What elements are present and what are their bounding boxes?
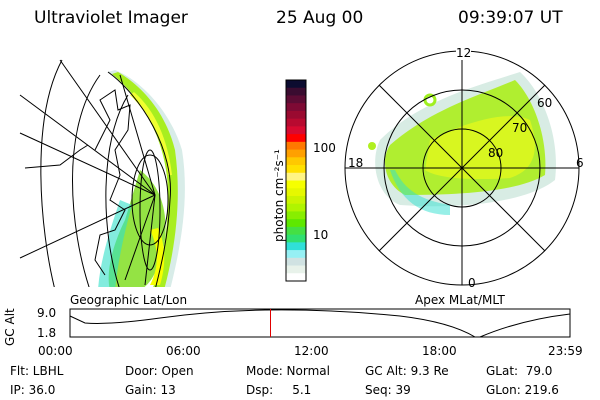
colorbar-segment	[286, 87, 306, 96]
status-filter: Flt: LBHL	[10, 364, 64, 378]
left-panel-label: Geographic Lat/Lon	[70, 293, 188, 307]
timeline-xtick: 12:00	[294, 344, 329, 358]
date-label: 25 Aug 00	[276, 8, 364, 28]
timeline-xtick: 06:00	[166, 344, 201, 358]
colorbar-tick-10: 10	[313, 228, 329, 242]
mlt-label-6: 6	[576, 156, 584, 170]
mlat-label-70: 70	[512, 121, 528, 135]
mlt-label-0: 0	[468, 276, 476, 290]
altitude-timeline	[69, 308, 571, 338]
status-gain: Gain: 13	[125, 383, 176, 397]
mlat-label-60: 60	[537, 96, 553, 110]
colorbar-unit-label: photon cm⁻²s⁻¹	[272, 149, 286, 242]
instrument-title: Ultraviolet Imager	[34, 8, 188, 28]
mlt-label-12: 12	[456, 46, 472, 60]
colorbar	[286, 80, 306, 282]
status-door: Door: Open	[125, 364, 194, 378]
colorbar-segment	[286, 103, 306, 112]
colorbar-segment	[286, 172, 306, 181]
colorbar-segment	[286, 134, 306, 143]
colorbar-segment	[286, 180, 306, 189]
colorbar-segment	[286, 165, 306, 174]
status-dsp: Dsp: 5.1	[246, 383, 312, 397]
colorbar-segment	[286, 141, 306, 151]
colorbar-segment	[286, 126, 306, 135]
timeline-xtick: 18:00	[422, 344, 457, 358]
timeline-xtick: 00:00	[38, 344, 73, 358]
status-glat: GLat: 79.0	[486, 364, 553, 378]
colorbar-segment	[286, 265, 306, 274]
geographic-map	[19, 59, 185, 287]
colorbar-segment	[286, 118, 306, 127]
right-panel-label: Apex MLat/MLT	[415, 293, 505, 307]
status-seq: Seq: 39	[365, 383, 411, 397]
colorbar-segment	[286, 188, 306, 197]
timeline-xtick: 23:59	[548, 344, 583, 358]
status-gc-alt: GC Alt: 9.3 Re	[365, 364, 449, 378]
mlat-label-80: 80	[488, 146, 504, 160]
colorbar-segment	[286, 242, 306, 251]
polar-plot	[368, 72, 556, 215]
timeline-ylabel: GC Alt	[3, 308, 17, 346]
colorbar-segment	[286, 80, 306, 89]
colorbar-segment	[286, 257, 306, 267]
time-label: 09:39:07 UT	[458, 8, 563, 28]
colorbar-segment	[286, 234, 306, 243]
colorbar-segment	[286, 226, 306, 236]
colorbar-frame	[285, 79, 307, 282]
colorbar-segment	[286, 157, 306, 166]
colorbar-tick-100: 100	[313, 141, 336, 155]
mlt-label-18: 18	[348, 156, 364, 170]
colorbar-segment	[286, 250, 306, 259]
status-ip: IP: 36.0	[10, 383, 56, 397]
colorbar-segment	[286, 203, 306, 212]
colorbar-segment	[286, 273, 306, 282]
polar-grid	[344, 50, 580, 286]
colorbar-segment	[286, 195, 306, 205]
colorbar-segment	[286, 110, 306, 120]
status-glon: GLon: 219.6	[486, 383, 559, 397]
colorbar-segment	[286, 95, 306, 104]
status-mode: Mode: Normal	[246, 364, 330, 378]
timeline-ytick-max: 9.0	[37, 306, 57, 320]
colorbar-segment	[286, 219, 306, 228]
colorbar-segment	[286, 211, 306, 220]
colorbar-segment	[286, 149, 306, 158]
timeline-ytick-min: 1.8	[37, 326, 57, 340]
